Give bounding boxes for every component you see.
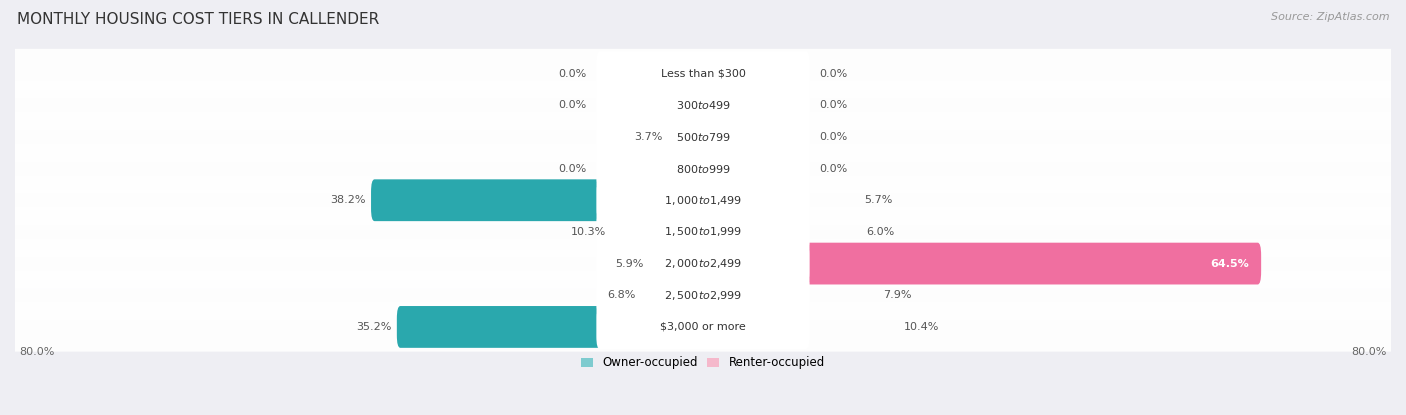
- FancyBboxPatch shape: [13, 112, 1393, 161]
- FancyBboxPatch shape: [700, 274, 775, 316]
- Text: 0.0%: 0.0%: [820, 132, 848, 142]
- FancyBboxPatch shape: [668, 116, 706, 158]
- FancyBboxPatch shape: [596, 273, 810, 317]
- Text: $1,000 to $1,499: $1,000 to $1,499: [664, 194, 742, 207]
- FancyBboxPatch shape: [596, 178, 810, 222]
- FancyBboxPatch shape: [13, 302, 1393, 352]
- Text: 35.2%: 35.2%: [356, 322, 392, 332]
- Text: 6.8%: 6.8%: [607, 290, 636, 300]
- Text: MONTHLY HOUSING COST TIERS IN CALLENDER: MONTHLY HOUSING COST TIERS IN CALLENDER: [17, 12, 380, 27]
- FancyBboxPatch shape: [13, 176, 1393, 225]
- FancyBboxPatch shape: [641, 274, 706, 316]
- Text: $800 to $999: $800 to $999: [675, 163, 731, 175]
- Text: $2,000 to $2,499: $2,000 to $2,499: [664, 257, 742, 270]
- Text: 80.0%: 80.0%: [1351, 347, 1386, 356]
- FancyBboxPatch shape: [596, 305, 810, 349]
- FancyBboxPatch shape: [596, 242, 810, 286]
- FancyBboxPatch shape: [648, 243, 706, 285]
- Text: $2,500 to $2,999: $2,500 to $2,999: [664, 289, 742, 302]
- FancyBboxPatch shape: [13, 207, 1393, 256]
- Text: 5.9%: 5.9%: [616, 259, 644, 269]
- Text: $500 to $799: $500 to $799: [675, 131, 731, 143]
- FancyBboxPatch shape: [396, 306, 603, 348]
- FancyBboxPatch shape: [596, 210, 810, 254]
- FancyBboxPatch shape: [596, 83, 810, 127]
- FancyBboxPatch shape: [13, 81, 1393, 130]
- FancyBboxPatch shape: [700, 306, 796, 348]
- Text: 0.0%: 0.0%: [558, 100, 586, 110]
- Text: 7.9%: 7.9%: [883, 290, 911, 300]
- Legend: Owner-occupied, Renter-occupied: Owner-occupied, Renter-occupied: [576, 352, 830, 374]
- Text: 3.7%: 3.7%: [634, 132, 662, 142]
- Text: $3,000 or more: $3,000 or more: [661, 322, 745, 332]
- FancyBboxPatch shape: [700, 179, 755, 221]
- FancyBboxPatch shape: [612, 211, 706, 253]
- FancyBboxPatch shape: [596, 115, 810, 159]
- FancyBboxPatch shape: [13, 239, 1393, 288]
- FancyBboxPatch shape: [371, 179, 603, 221]
- Text: 0.0%: 0.0%: [820, 100, 848, 110]
- FancyBboxPatch shape: [700, 211, 758, 253]
- Text: 10.4%: 10.4%: [904, 322, 939, 332]
- FancyBboxPatch shape: [803, 243, 1261, 285]
- Text: 0.0%: 0.0%: [558, 164, 586, 173]
- FancyBboxPatch shape: [596, 51, 810, 96]
- Text: 64.5%: 64.5%: [1211, 259, 1249, 269]
- FancyBboxPatch shape: [596, 146, 810, 191]
- Text: 10.3%: 10.3%: [571, 227, 606, 237]
- FancyBboxPatch shape: [13, 144, 1393, 193]
- Text: $1,500 to $1,999: $1,500 to $1,999: [664, 225, 742, 238]
- Text: 38.2%: 38.2%: [330, 195, 366, 205]
- Text: 0.0%: 0.0%: [558, 68, 586, 78]
- Text: 5.7%: 5.7%: [863, 195, 893, 205]
- Text: Less than $300: Less than $300: [661, 68, 745, 78]
- Text: 6.0%: 6.0%: [866, 227, 894, 237]
- Text: Source: ZipAtlas.com: Source: ZipAtlas.com: [1271, 12, 1389, 22]
- Text: 0.0%: 0.0%: [820, 68, 848, 78]
- Text: 0.0%: 0.0%: [820, 164, 848, 173]
- Text: $300 to $499: $300 to $499: [675, 99, 731, 111]
- FancyBboxPatch shape: [13, 49, 1393, 98]
- Text: 80.0%: 80.0%: [20, 347, 55, 356]
- FancyBboxPatch shape: [13, 271, 1393, 320]
